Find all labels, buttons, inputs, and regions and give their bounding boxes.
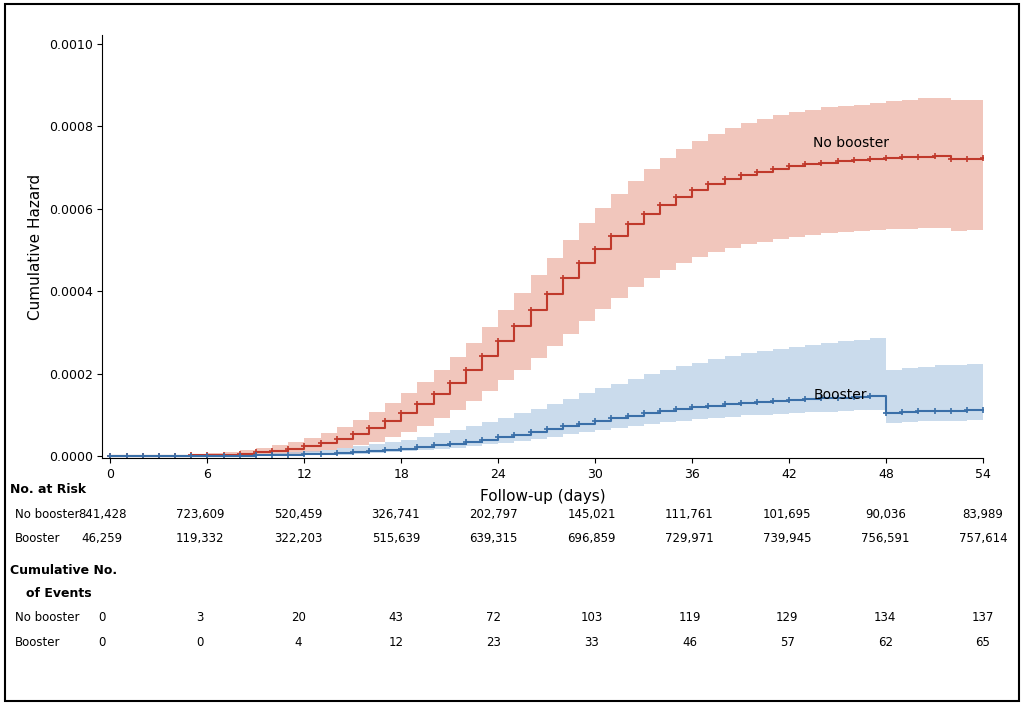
Text: 0: 0 — [98, 611, 106, 624]
Text: 119,332: 119,332 — [176, 532, 224, 545]
Text: 0: 0 — [98, 636, 106, 649]
Text: 515,639: 515,639 — [372, 532, 420, 545]
Text: Cumulative No.: Cumulative No. — [10, 564, 118, 577]
Text: 3: 3 — [197, 611, 204, 624]
Text: of Events: of Events — [26, 587, 91, 599]
Text: 103: 103 — [581, 611, 603, 624]
Text: 322,203: 322,203 — [273, 532, 323, 545]
Text: 65: 65 — [976, 636, 990, 649]
Text: 20: 20 — [291, 611, 305, 624]
Text: 23: 23 — [486, 636, 501, 649]
Text: 696,859: 696,859 — [567, 532, 615, 545]
Text: 520,459: 520,459 — [273, 508, 323, 520]
Text: 119: 119 — [678, 611, 700, 624]
Text: 841,428: 841,428 — [78, 508, 127, 520]
Text: 111,761: 111,761 — [666, 508, 714, 520]
Text: 723,609: 723,609 — [176, 508, 224, 520]
Text: 756,591: 756,591 — [861, 532, 909, 545]
Text: Booster: Booster — [813, 388, 867, 402]
Text: 739,945: 739,945 — [763, 532, 812, 545]
Text: 62: 62 — [878, 636, 893, 649]
Text: 90,036: 90,036 — [864, 508, 905, 520]
Text: 326,741: 326,741 — [372, 508, 420, 520]
Text: No. at Risk: No. at Risk — [10, 483, 86, 496]
Text: 129: 129 — [776, 611, 799, 624]
Text: Booster: Booster — [15, 636, 60, 649]
Text: 4: 4 — [294, 636, 302, 649]
Text: 46: 46 — [682, 636, 697, 649]
Text: 145,021: 145,021 — [567, 508, 615, 520]
Text: No booster: No booster — [813, 135, 890, 149]
Text: No booster: No booster — [15, 508, 80, 520]
Text: 137: 137 — [972, 611, 994, 624]
Text: 639,315: 639,315 — [470, 532, 518, 545]
Text: 33: 33 — [585, 636, 599, 649]
Text: 729,971: 729,971 — [666, 532, 714, 545]
Text: 43: 43 — [388, 611, 403, 624]
Text: 72: 72 — [486, 611, 502, 624]
Text: 134: 134 — [874, 611, 896, 624]
Text: 0: 0 — [197, 636, 204, 649]
Text: Booster: Booster — [15, 532, 60, 545]
Text: 12: 12 — [388, 636, 403, 649]
Text: 202,797: 202,797 — [469, 508, 518, 520]
Text: 46,259: 46,259 — [82, 532, 123, 545]
Text: No booster: No booster — [15, 611, 80, 624]
Text: 83,989: 83,989 — [963, 508, 1004, 520]
Text: 57: 57 — [780, 636, 795, 649]
Text: 101,695: 101,695 — [763, 508, 812, 520]
X-axis label: Follow-up (days): Follow-up (days) — [480, 489, 605, 504]
Text: 757,614: 757,614 — [958, 532, 1008, 545]
Y-axis label: Cumulative Hazard: Cumulative Hazard — [28, 173, 43, 320]
